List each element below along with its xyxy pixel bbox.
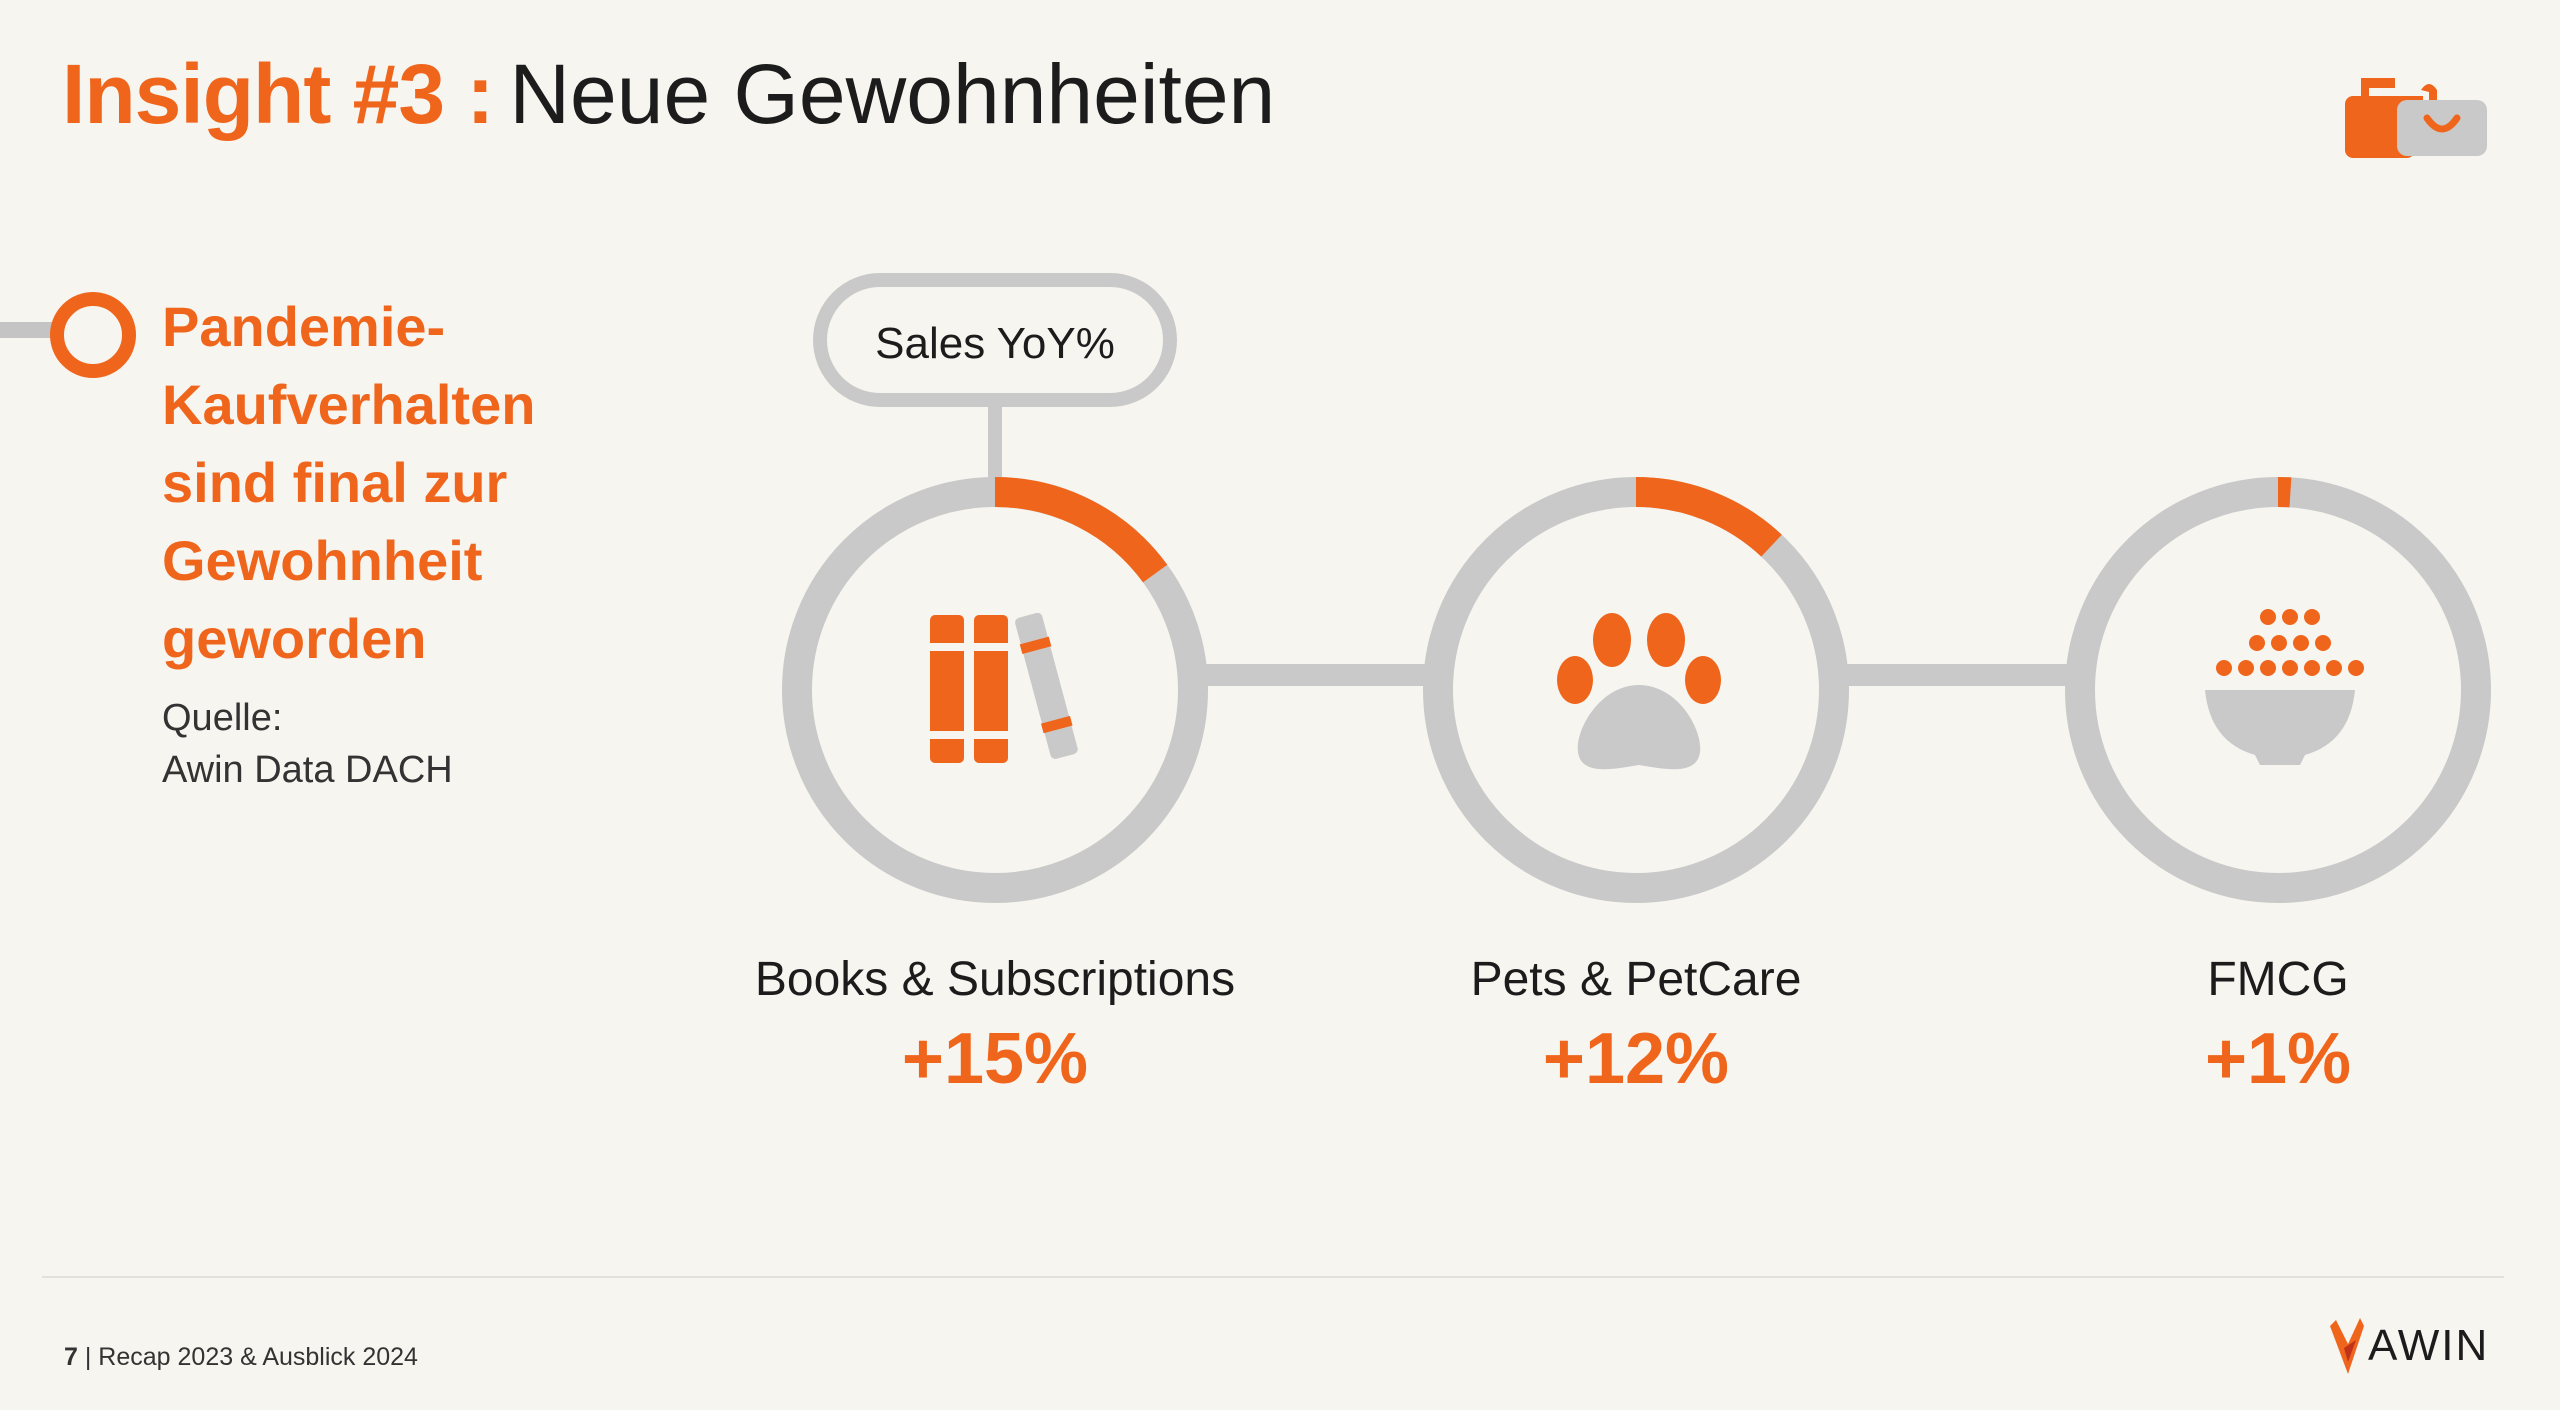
headline-line: geworden bbox=[162, 607, 427, 670]
food-bowl-icon bbox=[2205, 609, 2364, 765]
headline-line: Pandemie- bbox=[162, 295, 446, 358]
value-label: +15% bbox=[902, 1019, 1088, 1099]
shopping-bag-icon bbox=[2345, 78, 2487, 158]
donut-segment bbox=[994, 477, 1168, 583]
awin-flame-icon bbox=[2330, 1318, 2364, 1374]
bullet-line bbox=[0, 322, 52, 338]
category-label: Books & Subscriptions bbox=[755, 953, 1235, 1006]
footer: 7 | Recap 2023 & Ausblick 2024 bbox=[64, 1343, 418, 1372]
donut-segment bbox=[1635, 477, 1782, 557]
category-label: Pets & PetCare bbox=[1471, 953, 1802, 1006]
source: Quelle: Awin Data DACH bbox=[162, 692, 602, 796]
footer-divider bbox=[42, 1276, 2504, 1278]
source-label: Quelle: bbox=[162, 697, 283, 739]
category-label: FMCG bbox=[2207, 953, 2348, 1006]
source-value: Awin Data DACH bbox=[162, 749, 453, 791]
value-label: +12% bbox=[1543, 1019, 1729, 1099]
headline-line: Kaufverhalten bbox=[162, 373, 536, 436]
headline: Pandemie- Kaufverhalten sind final zur G… bbox=[162, 288, 602, 678]
callout-box bbox=[813, 273, 1177, 407]
title-accent: Insight #3 : bbox=[62, 47, 494, 141]
logo-text: AWIN bbox=[2368, 1321, 2490, 1370]
awin-logo: AWIN bbox=[2330, 1318, 2489, 1374]
footer-label: | Recap 2023 & Ausblick 2024 bbox=[84, 1343, 418, 1371]
headline-line: sind final zur bbox=[162, 451, 508, 514]
chart-title: Sales YoY% bbox=[875, 319, 1115, 368]
headline-line: Gewohnheit bbox=[162, 529, 483, 592]
title-rest: Neue Gewohnheiten bbox=[509, 47, 1276, 141]
paw-icon bbox=[1557, 613, 1721, 770]
books-icon bbox=[929, 612, 1078, 763]
slide-title: Insight #3 : Neue Gewohnheiten bbox=[62, 48, 1275, 140]
value-label: +1% bbox=[2205, 1019, 2351, 1099]
page-number: 7 bbox=[64, 1343, 78, 1371]
